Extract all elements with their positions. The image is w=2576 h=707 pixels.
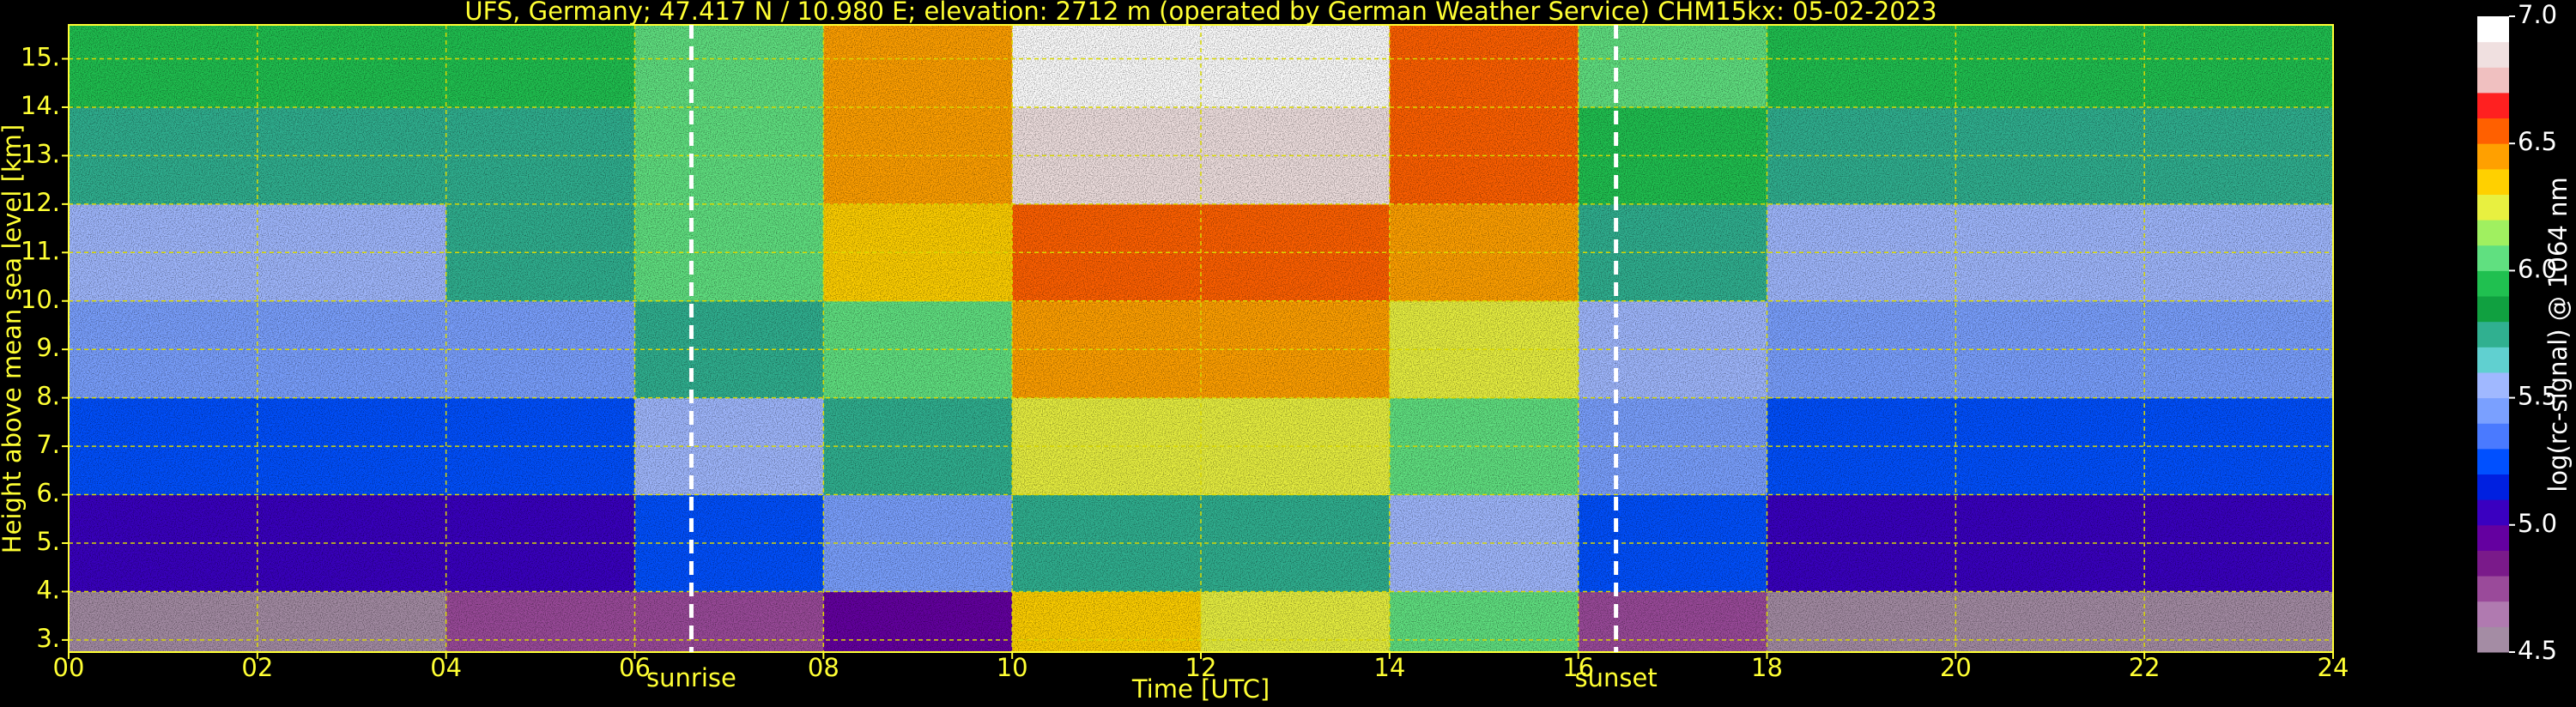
y-tick-label: 3. — [36, 624, 60, 653]
x-tick-label: 20 — [1940, 653, 1972, 682]
colorbar-swatch — [2477, 67, 2509, 94]
colorbar-swatch — [2477, 321, 2509, 347]
colorbar-tick-label: 6.5 — [2518, 127, 2557, 156]
x-tick-label: 14 — [1373, 653, 1405, 682]
annotation-label: sunrise — [646, 663, 736, 692]
colorbar-swatch — [2477, 270, 2509, 297]
annotation-label: sunset — [1575, 663, 1658, 692]
y-tick-label: 8. — [36, 382, 60, 411]
colorbar-swatch — [2477, 118, 2509, 144]
colorbar-swatch — [2477, 448, 2509, 475]
plot-frame — [68, 24, 2334, 653]
y-tick-label: 4. — [36, 575, 60, 604]
colorbar-swatch — [2477, 576, 2509, 602]
x-tick-label: 04 — [430, 653, 462, 682]
colorbar-swatch — [2477, 296, 2509, 323]
y-tick-label: 5. — [36, 527, 60, 556]
colorbar-swatch — [2477, 524, 2509, 551]
y-tick-label: 12. — [21, 188, 60, 217]
y-tick-label: 7. — [36, 430, 60, 459]
x-tick-label: 00 — [53, 653, 85, 682]
colorbar-swatch — [2477, 168, 2509, 195]
x-tick-label: 02 — [241, 653, 273, 682]
colorbar-swatch — [2477, 550, 2509, 577]
x-tick-label: 16 — [1562, 653, 1594, 682]
colorbar-swatch — [2477, 372, 2509, 399]
y-tick-label: 11. — [21, 236, 60, 265]
colorbar-swatch — [2477, 143, 2509, 170]
colorbar-swatch — [2477, 499, 2509, 526]
colorbar-swatch — [2477, 220, 2509, 246]
x-tick-label: 12 — [1185, 653, 1217, 682]
colorbar-swatch — [2477, 474, 2509, 500]
colorbar-label: log(rc-signal) @ 1064 nm — [2543, 177, 2573, 492]
colorbar-swatch — [2477, 245, 2509, 271]
x-tick-label: 18 — [1751, 653, 1783, 682]
colorbar-swatch — [2477, 626, 2509, 653]
colorbar-tick-label: 5.0 — [2518, 509, 2557, 538]
colorbar-tick-label: 7.0 — [2518, 0, 2557, 29]
y-tick-label: 9. — [36, 333, 60, 362]
x-tick-label: 22 — [2129, 653, 2161, 682]
y-axis-label: Height above mean sea level [km] — [0, 124, 27, 553]
x-tick-label: 10 — [997, 653, 1028, 682]
x-tick-label: 24 — [2318, 653, 2349, 682]
colorbar-swatch — [2477, 41, 2509, 68]
colorbar-swatch — [2477, 347, 2509, 373]
y-tick-label: 10. — [21, 285, 60, 314]
colorbar-swatch — [2477, 601, 2509, 627]
colorbar-tick-label: 5.5 — [2518, 382, 2557, 411]
colorbar-swatch — [2477, 194, 2509, 221]
chart-title: UFS, Germany; 47.417 N / 10.980 E; eleva… — [464, 0, 1937, 26]
y-tick-label: 6. — [36, 479, 60, 508]
x-tick-label: 06 — [619, 653, 651, 682]
colorbar-swatch — [2477, 92, 2509, 119]
x-axis-label: Time [UTC] — [1131, 674, 1270, 704]
colorbar-tick-label: 4.5 — [2518, 636, 2557, 665]
colorbar-swatch — [2477, 16, 2509, 43]
colorbar-tick-label: 6.0 — [2518, 254, 2557, 283]
x-tick-label: 08 — [808, 653, 839, 682]
y-tick-label: 14. — [21, 91, 60, 120]
y-tick-label: 15. — [21, 43, 60, 72]
colorbar-swatch — [2477, 423, 2509, 450]
axes: 3. 4. 5. 6. 7. 8. 9. 10. 11. 12. 13. 14. 15. 00 02 04 06… — [21, 0, 2557, 692]
colorbar-swatch — [2477, 397, 2509, 424]
y-tick-label: 13. — [21, 139, 60, 168]
